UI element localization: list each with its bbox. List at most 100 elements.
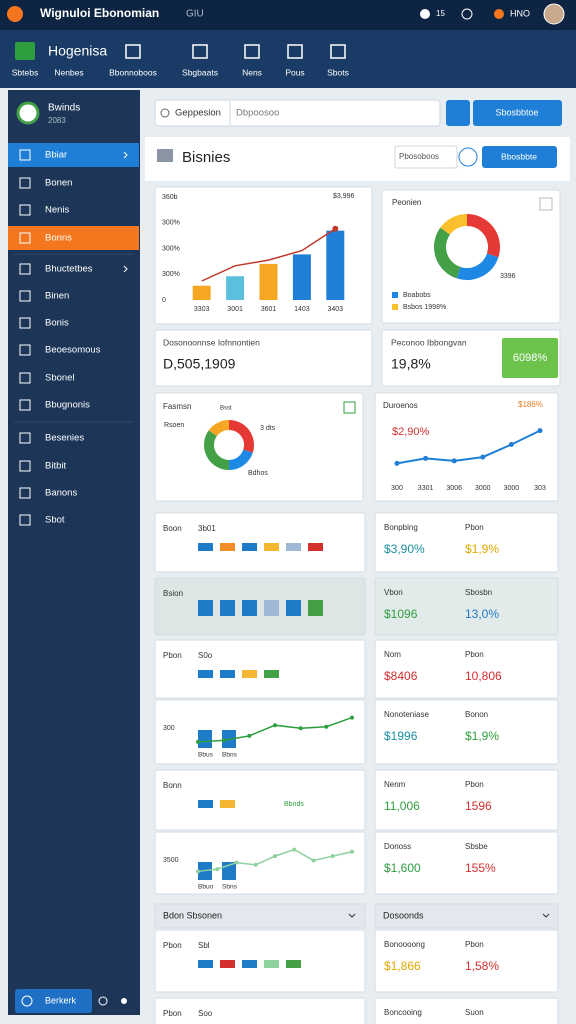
menu-item[interactable]: Bonen [45,178,72,189]
icon-button[interactable] [458,147,478,167]
legend-swatch [392,304,398,310]
header-button[interactable] [482,146,557,168]
x-label: 303 [534,485,546,492]
search-box [154,99,441,127]
point [350,715,354,720]
icon-button[interactable] [446,100,470,126]
tab-icon [330,44,346,59]
card [374,512,559,573]
section-header[interactable] [374,903,559,929]
stat-value: 11,006 [384,799,420,813]
stat-value: $1,600 [384,861,421,875]
stat-value: 13,0% [465,607,499,621]
donut-segment [456,253,499,280]
legend-block [220,960,235,968]
nav-tab[interactable]: Nenbes [54,67,83,77]
point [292,847,297,852]
stat-value: $1,866 [384,959,421,973]
menu-item[interactable]: Nenis [45,205,70,216]
navbar [0,30,576,88]
menu-item[interactable]: Bonis [45,318,69,329]
nav-tab[interactable]: Nens [242,67,262,77]
legend-block [198,800,213,808]
search-label: Geppesion [175,108,221,119]
row-title: Bonn [163,781,182,790]
tab-icon [192,44,208,59]
nav-tab[interactable]: Bbonnoboos [109,67,157,77]
menu-item[interactable]: Bbiar [45,150,67,161]
donut-label: Bdhos [248,470,268,477]
point [508,442,514,447]
legend-label: Boabobs [403,292,431,299]
row-label: Bbuo [198,884,214,891]
point [350,849,354,854]
legend-block [198,670,213,678]
legend-block [220,600,235,616]
menu-item[interactable]: Beoesomous [45,345,101,356]
donut-segment [440,214,468,236]
stat-label: Pbon [465,780,484,789]
stat-label: Bonon [465,710,488,719]
section-header[interactable] [154,903,366,929]
row-label: Soo [198,1009,213,1018]
menu-item[interactable]: Sbot [45,515,65,526]
stat-value: 19,8% [391,356,431,372]
footer-button[interactable] [15,989,92,1013]
point [480,454,486,460]
stat-label: Peconoo Ibbongvan [391,337,467,347]
point [311,858,316,863]
x-label: 3303 [194,306,210,313]
avatar[interactable] [543,3,565,25]
card [154,769,366,831]
nav-tab[interactable]: Pous [285,67,304,77]
menu-item[interactable]: Binen [45,291,69,302]
stat-value: $1,9% [465,729,499,743]
nav-tab[interactable]: Sbgbaats [182,67,218,77]
legend-label: Bsbos 1998% [403,304,446,311]
user-name: HNO [510,8,530,18]
trend-line [201,228,336,282]
stat-label: Donoss [384,842,411,851]
menu-item[interactable]: Besenies [45,433,84,444]
stat-button[interactable] [502,338,558,378]
menu-icon [19,317,31,329]
stat-value: $1,9% [465,542,499,556]
card [154,639,366,699]
header-button-label: Bbosbbte [501,151,537,161]
card [154,329,373,387]
point [247,733,252,738]
menu-item[interactable]: Banons [45,488,77,499]
menu-item[interactable]: Bonns [45,233,72,244]
search-button[interactable] [473,100,562,126]
menu-item[interactable]: Bbugnonis [45,400,90,411]
bar [226,276,245,300]
donut-segment [208,420,230,437]
stat-button-label: 6098% [513,352,547,364]
icon [343,401,356,414]
menu-item[interactable]: Bitbit [45,461,66,472]
card [374,699,559,765]
menu-icon [19,487,31,499]
legend-block [264,670,279,678]
legend-block [198,600,213,616]
menu-item[interactable]: Bhuctetbes [45,264,93,275]
legend-block [286,600,301,616]
bar-block [198,730,212,748]
stat-label: Suon [465,1008,484,1017]
footer-label: Berkerk [45,995,77,1005]
nav-tab[interactable]: Sbots [327,67,349,77]
row-label: Bbus [198,752,214,759]
menu-icon [19,177,31,189]
row-label: Sbns [222,884,238,891]
menu-icon [19,263,31,275]
nav-tab[interactable]: Sbtebs [12,67,38,77]
header-icon [157,149,173,162]
legend-block [308,600,323,616]
menu-item[interactable]: Sbonel [45,373,75,384]
legend-block [242,960,257,968]
card-title: Fasmsn [163,402,191,411]
row-label: S0o [198,651,213,660]
x-label: 3301 [418,485,434,492]
icon [121,998,127,1004]
row-title: Pbon [163,1009,182,1018]
